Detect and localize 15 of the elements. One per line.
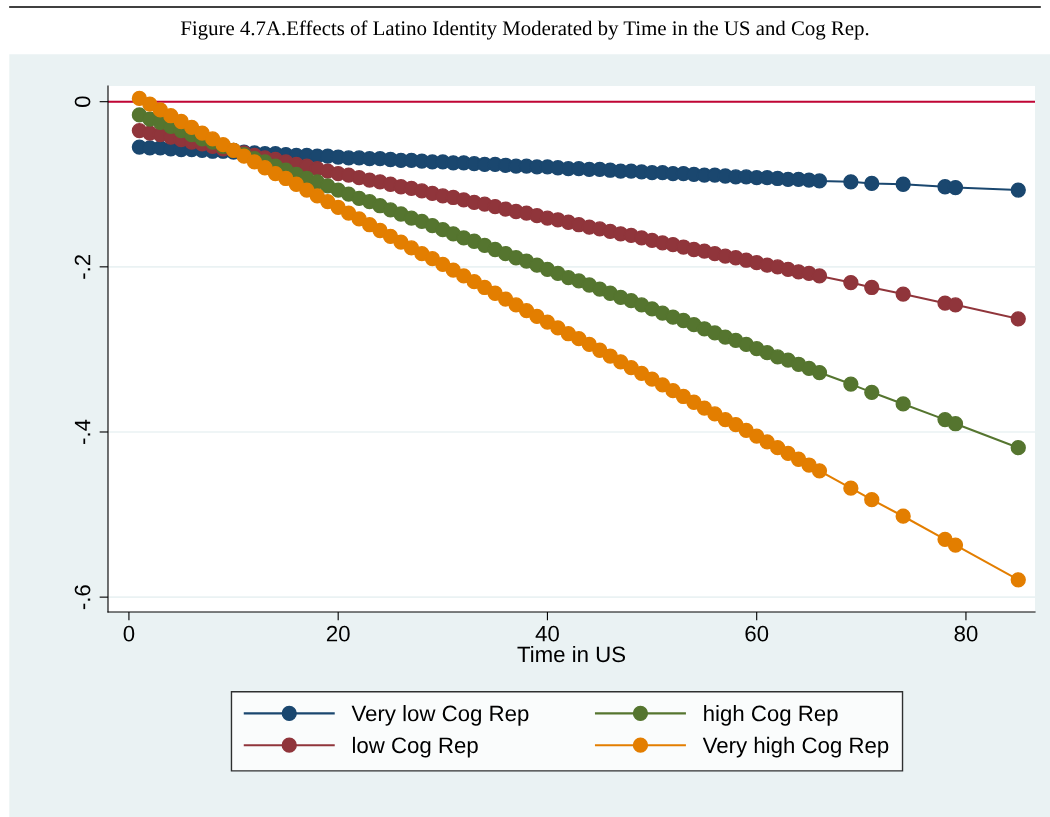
- x-tick-label: 0: [123, 625, 135, 642]
- x-axis-title: Time in US: [517, 645, 626, 663]
- chart-title: Figure 4.7A.Effects of Latino Identity Moderated by Time in the US and Cog Rep.: [180, 20, 869, 40]
- legend-label: Very high Cog Rep: [702, 736, 889, 758]
- x-tick-label: 20: [326, 625, 350, 642]
- x-tick-label: 40: [535, 625, 559, 642]
- legend-label: Very low Cog Rep: [351, 705, 529, 726]
- x-tick-label: 60: [745, 625, 769, 642]
- legend-label: low Cog Rep: [352, 736, 478, 758]
- y-tick-label: -.4: [74, 419, 91, 444]
- y-tick-label: -.2: [74, 254, 91, 279]
- x-tick-label: 80: [954, 625, 978, 642]
- legend-label: high Cog Rep: [704, 705, 838, 726]
- y-tick-label: 0: [74, 96, 91, 107]
- y-tick-label: -.6: [74, 585, 91, 610]
